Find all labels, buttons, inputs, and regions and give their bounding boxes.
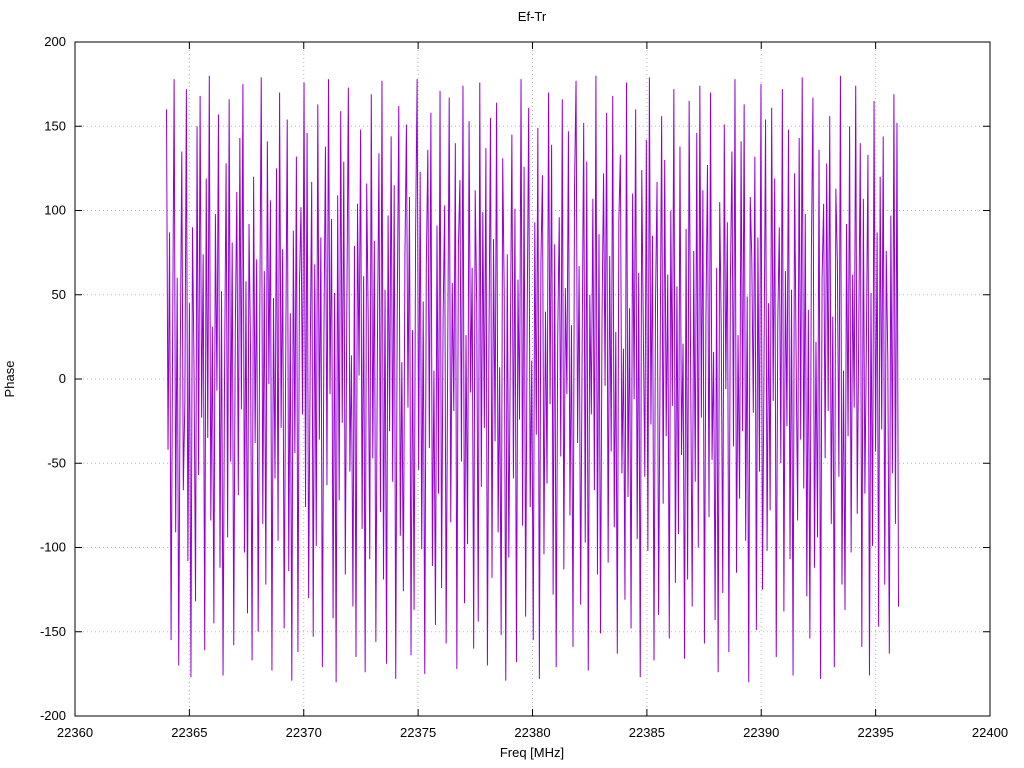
x-tick-label: 22375 bbox=[400, 725, 436, 740]
y-axis-label: Phase bbox=[2, 361, 17, 398]
plot-border bbox=[74, 41, 991, 717]
y-tick-label: -150 bbox=[40, 624, 66, 639]
x-tick-label: 22400 bbox=[972, 725, 1008, 740]
x-tick-label: 22360 bbox=[57, 725, 93, 740]
y-tick-label: 50 bbox=[52, 287, 66, 302]
y-tick-label: 0 bbox=[59, 371, 66, 386]
x-axis-label: Freq [MHz] bbox=[500, 745, 564, 760]
y-tick-label: -100 bbox=[40, 540, 66, 555]
data-polyline bbox=[166, 75, 899, 683]
y-tick-label: 100 bbox=[44, 203, 66, 218]
x-tick-label: 22395 bbox=[858, 725, 894, 740]
tick-labels: 22360 22365 22370 22375 22380 22385 22390 22395… bbox=[40, 34, 1008, 740]
y-tick-label: -200 bbox=[40, 708, 66, 723]
axes bbox=[74, 41, 991, 717]
data-series bbox=[166, 75, 899, 683]
x-tick-label: 22370 bbox=[286, 725, 322, 740]
chart-title: Ef-Tr bbox=[518, 9, 547, 24]
y-tick-label: 200 bbox=[44, 34, 66, 49]
y-tick-label: -50 bbox=[47, 455, 66, 470]
x-tick-label: 22390 bbox=[743, 725, 779, 740]
y-tick-label: 150 bbox=[44, 118, 66, 133]
x-tick-label: 22365 bbox=[171, 725, 207, 740]
x-tick-label: 22385 bbox=[629, 725, 665, 740]
x-tick-label: 22380 bbox=[514, 725, 550, 740]
